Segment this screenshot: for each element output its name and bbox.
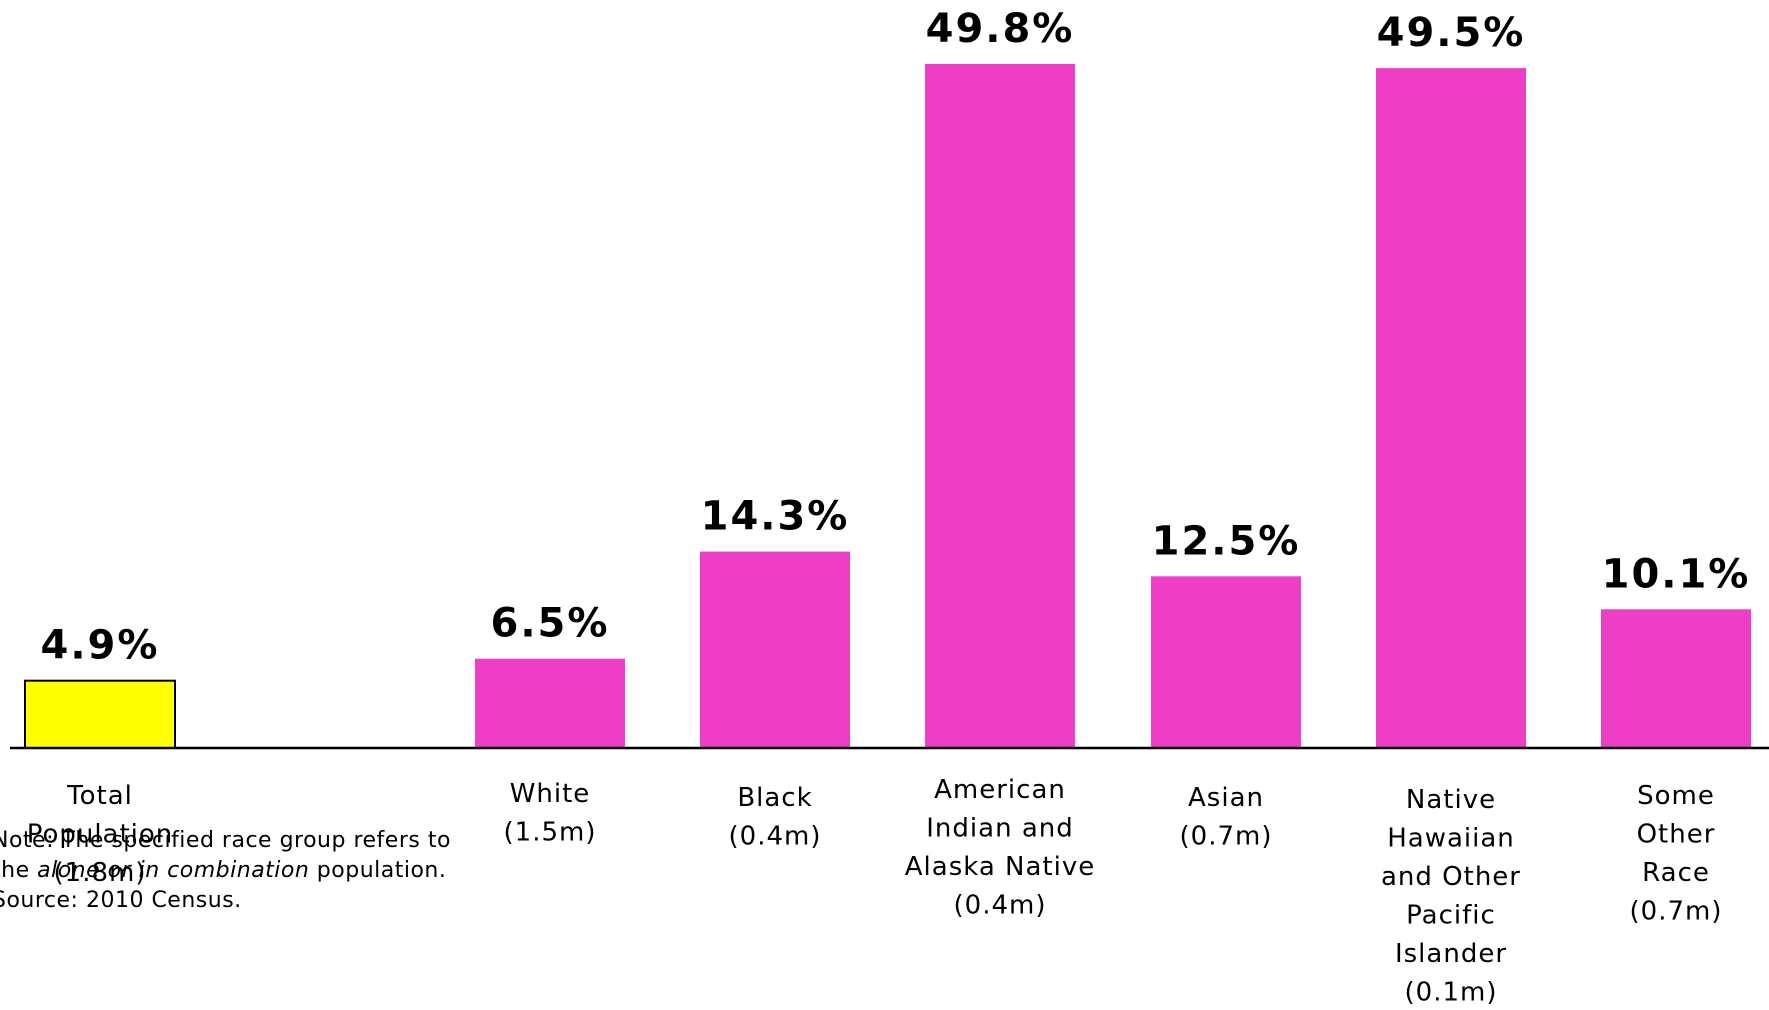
category-label-5: Native Hawaiian and Other Pacific Islander (0… — [1381, 785, 1521, 1008]
footnote-line-2: the alone or in combination population. — [0, 856, 451, 886]
category-label-line: Total — [66, 781, 133, 811]
category-label-line: White — [510, 779, 591, 809]
footnote-line-2-prefix: the — [0, 858, 30, 883]
bar-1 — [475, 658, 625, 748]
category-label-line: Native — [1406, 785, 1496, 815]
category-label-line: (0.7m) — [1630, 897, 1723, 927]
category-label-3: American Indian and Alaska Native (0.4m) — [905, 775, 1095, 921]
footnote-line-2-italic: alone or in combination — [37, 858, 310, 883]
value-labels-group: 4.9% 6.5% 14.3% 49.8% 12.5% 49.5% 10.1% — [41, 6, 1751, 669]
data-label-2: 14.3% — [701, 494, 850, 540]
category-label-line: Black — [737, 783, 812, 813]
footnote-line-1: Note: The specified race group refers to — [0, 828, 451, 853]
bar-3 — [925, 64, 1075, 748]
category-label-line: American — [934, 775, 1066, 805]
category-label-2: Black (0.4m) — [729, 783, 822, 852]
footnote-line-2-suffix: population. — [309, 858, 447, 883]
data-label-4: 12.5% — [1152, 518, 1301, 564]
category-label-line: Alaska Native — [905, 852, 1095, 882]
category-label-line: Some — [1637, 781, 1715, 811]
bar-6 — [1601, 609, 1751, 748]
bar-4 — [1151, 576, 1301, 748]
category-label-line: (0.7m) — [1180, 822, 1273, 852]
category-label-line: (1.8m) — [54, 858, 147, 888]
category-label-line: (0.4m) — [954, 891, 1047, 921]
category-label-line: Race — [1642, 858, 1710, 888]
category-label-line: Indian and — [926, 814, 1073, 844]
category-labels-group: Total Population (1.8m) White (1.5m) Black (0.… — [27, 775, 1723, 1008]
data-label-0: 4.9% — [41, 623, 160, 669]
data-label-1: 6.5% — [491, 601, 610, 647]
category-label-6: Some Other Race (0.7m) — [1630, 781, 1723, 927]
category-label-line: and Other — [1381, 862, 1521, 892]
bar-5 — [1376, 68, 1526, 748]
data-label-5: 49.5% — [1377, 10, 1526, 56]
category-label-line: (1.5m) — [504, 818, 597, 848]
bar-0 — [24, 679, 176, 749]
category-label-0: Total Population (1.8m) — [27, 781, 174, 888]
category-label-line: (0.4m) — [729, 822, 822, 852]
bars-group — [24, 64, 1751, 749]
footnote-source: Source: 2010 Census. — [0, 888, 242, 913]
category-label-line: Population — [27, 820, 174, 850]
category-label-line: Asian — [1188, 783, 1264, 813]
footnote: Note: The specified race group refers to… — [0, 826, 451, 916]
category-label-1: White (1.5m) — [504, 779, 597, 848]
data-label-6: 10.1% — [1602, 551, 1751, 597]
category-label-line: Other — [1637, 820, 1716, 850]
category-label-line: Islander — [1395, 939, 1507, 969]
category-label-line: Hawaiian — [1387, 824, 1515, 854]
bar-2 — [700, 551, 850, 748]
category-label-line: Pacific — [1406, 901, 1496, 931]
category-label-line: (0.1m) — [1405, 978, 1498, 1008]
category-label-4: Asian (0.7m) — [1180, 783, 1273, 852]
data-label-3: 49.8% — [926, 6, 1075, 52]
